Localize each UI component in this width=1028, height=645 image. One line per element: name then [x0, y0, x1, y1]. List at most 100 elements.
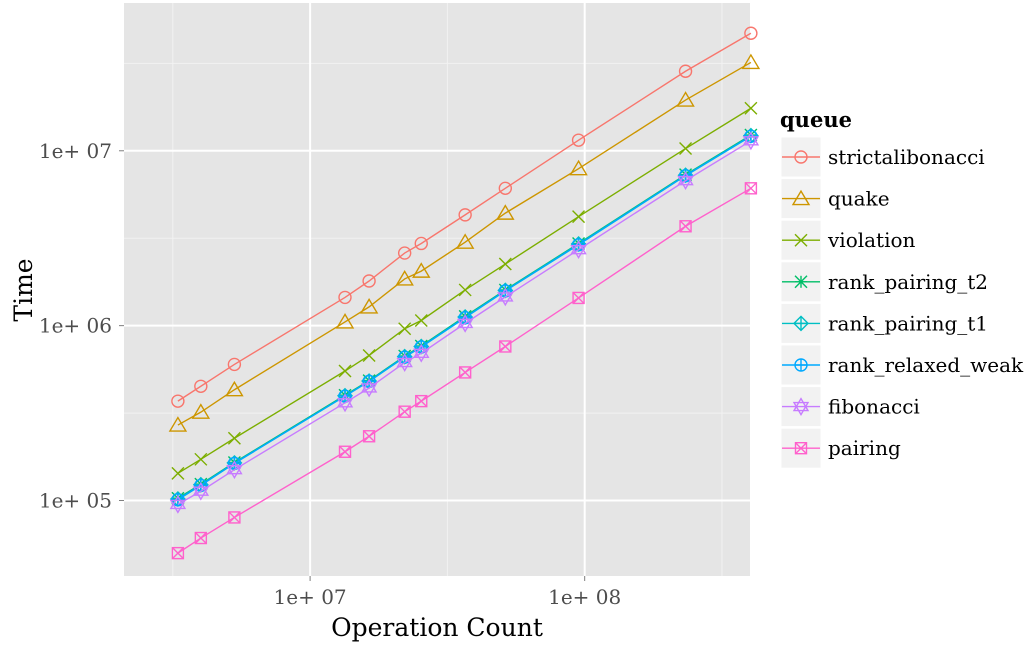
- series-layer: [168, 26, 761, 560]
- legend-key-marker: [794, 275, 808, 289]
- data-point-strictalibonacci: [458, 208, 472, 222]
- data-point-violation: [572, 210, 586, 224]
- data-point-fibonacci: [497, 287, 514, 307]
- data-point-fibonacci: [360, 378, 378, 398]
- data-point-quake: [569, 159, 588, 176]
- legend-item-strictalibonacci: strictalibonacci: [780, 136, 985, 178]
- legend-item-pairing: pairing: [780, 427, 901, 469]
- data-point-strictalibonacci: [362, 274, 376, 288]
- legend-item-rank-relaxed-weak: rank_relaxed_weak: [780, 344, 1024, 386]
- legend-item-rank-pairing-t1: rank_pairing_t1: [780, 302, 988, 344]
- data-point-quake: [168, 416, 188, 432]
- data-point-quake: [225, 380, 244, 397]
- data-point-pairing: [228, 511, 241, 524]
- data-point-strictalibonacci: [171, 394, 185, 408]
- x-axis: 1e+ 07 1e+ 08: [274, 576, 621, 609]
- legend-label-quake: quake: [828, 187, 890, 211]
- legend-item-violation: violation: [780, 219, 916, 261]
- series-pairing: [171, 182, 758, 560]
- legend: queue strictalibonacci quake violation rank…: [780, 107, 1024, 469]
- data-point-pairing: [194, 531, 208, 545]
- data-point-pairing: [362, 430, 376, 443]
- x-axis-title: Operation Count: [331, 613, 543, 642]
- data-point-quake: [395, 270, 414, 286]
- data-point-strictalibonacci: [571, 133, 586, 147]
- legend-label-rank-pairing-t1: rank_pairing_t1: [828, 311, 988, 335]
- data-point-violation: [414, 314, 428, 327]
- data-point-fibonacci: [742, 131, 760, 151]
- x-tick-label: 1e+ 07: [274, 585, 347, 609]
- data-point-fibonacci: [169, 495, 187, 514]
- data-point-pairing: [572, 291, 585, 305]
- y-tick-label: 1e+ 05: [39, 488, 112, 512]
- legend-label-rank-pairing-t2: rank_pairing_t2: [828, 270, 988, 294]
- legend-item-rank-pairing-t2: rank_pairing_t2: [780, 261, 988, 303]
- data-point-pairing: [679, 220, 692, 233]
- data-point-violation: [227, 431, 241, 445]
- y-axis: 1e+ 05 1e+ 06 1e+ 07: [39, 139, 124, 512]
- data-point-violation: [338, 364, 352, 378]
- data-point-fibonacci: [192, 481, 210, 501]
- data-point-strictalibonacci: [338, 290, 352, 305]
- data-point-pairing: [744, 182, 758, 195]
- series-quake: [168, 53, 761, 432]
- data-point-fibonacci: [677, 171, 694, 191]
- legend-key-marker: [791, 189, 811, 206]
- data-point-strictalibonacci: [414, 236, 428, 251]
- legend-key-marker: [794, 358, 808, 372]
- grid-minor: [124, 3, 750, 576]
- legend-label-rank-relaxed-weak: rank_relaxed_weak: [828, 353, 1024, 377]
- data-point-violation: [458, 283, 472, 297]
- grid-major: [124, 3, 750, 576]
- legend-key-marker: [793, 315, 809, 332]
- data-point-pairing: [415, 394, 428, 408]
- data-point-violation: [398, 322, 412, 336]
- data-point-pairing: [458, 366, 472, 379]
- legend-label-fibonacci: fibonacci: [828, 395, 920, 419]
- legend-item-quake: quake: [780, 178, 890, 220]
- data-point-strictalibonacci: [498, 181, 513, 196]
- legend-key-marker: [792, 397, 810, 416]
- data-point-fibonacci: [336, 393, 354, 413]
- legend-key-marker: [794, 442, 808, 455]
- data-point-quake: [496, 204, 515, 220]
- data-point-quake: [335, 313, 355, 329]
- legend-key-marker: [794, 233, 808, 247]
- data-point-pairing: [338, 445, 352, 458]
- data-point-fibonacci: [396, 353, 413, 372]
- data-point-violation: [679, 142, 693, 156]
- series-strictalibonacci: [171, 26, 758, 408]
- y-axis-title: Time: [9, 258, 38, 321]
- y-tick-label: 1e+ 07: [39, 139, 112, 163]
- data-point-quake: [741, 53, 761, 70]
- data-point-fibonacci: [413, 343, 430, 363]
- series-line-violation: [177, 107, 752, 474]
- series-line-quake: [177, 61, 752, 426]
- data-point-fibonacci: [570, 240, 587, 260]
- data-point-strictalibonacci: [397, 246, 412, 260]
- data-point-quake: [359, 298, 379, 314]
- series-violation: [171, 101, 758, 480]
- data-point-quake: [455, 233, 475, 249]
- data-point-violation: [362, 348, 376, 362]
- data-point-violation: [744, 101, 758, 115]
- legend-item-fibonacci: fibonacci: [780, 386, 920, 428]
- data-point-strictalibonacci: [227, 357, 242, 372]
- series-fibonacci: [169, 131, 760, 514]
- data-point-violation: [194, 452, 208, 466]
- data-point-pairing: [398, 405, 411, 418]
- legend-label-violation: violation: [827, 228, 916, 252]
- data-point-strictalibonacci: [678, 64, 693, 78]
- data-point-strictalibonacci: [744, 26, 758, 40]
- data-point-strictalibonacci: [194, 379, 208, 393]
- data-point-rank-relaxed-weak: [678, 169, 693, 183]
- data-point-fibonacci: [456, 314, 474, 333]
- data-point-pairing: [499, 340, 512, 353]
- data-point-violation: [171, 466, 185, 480]
- data-point-quake: [676, 91, 695, 107]
- legend-key-marker: [794, 150, 808, 164]
- data-point-fibonacci: [226, 460, 243, 480]
- plot-panel: [124, 3, 750, 576]
- y-tick-label: 1e+ 06: [39, 314, 112, 338]
